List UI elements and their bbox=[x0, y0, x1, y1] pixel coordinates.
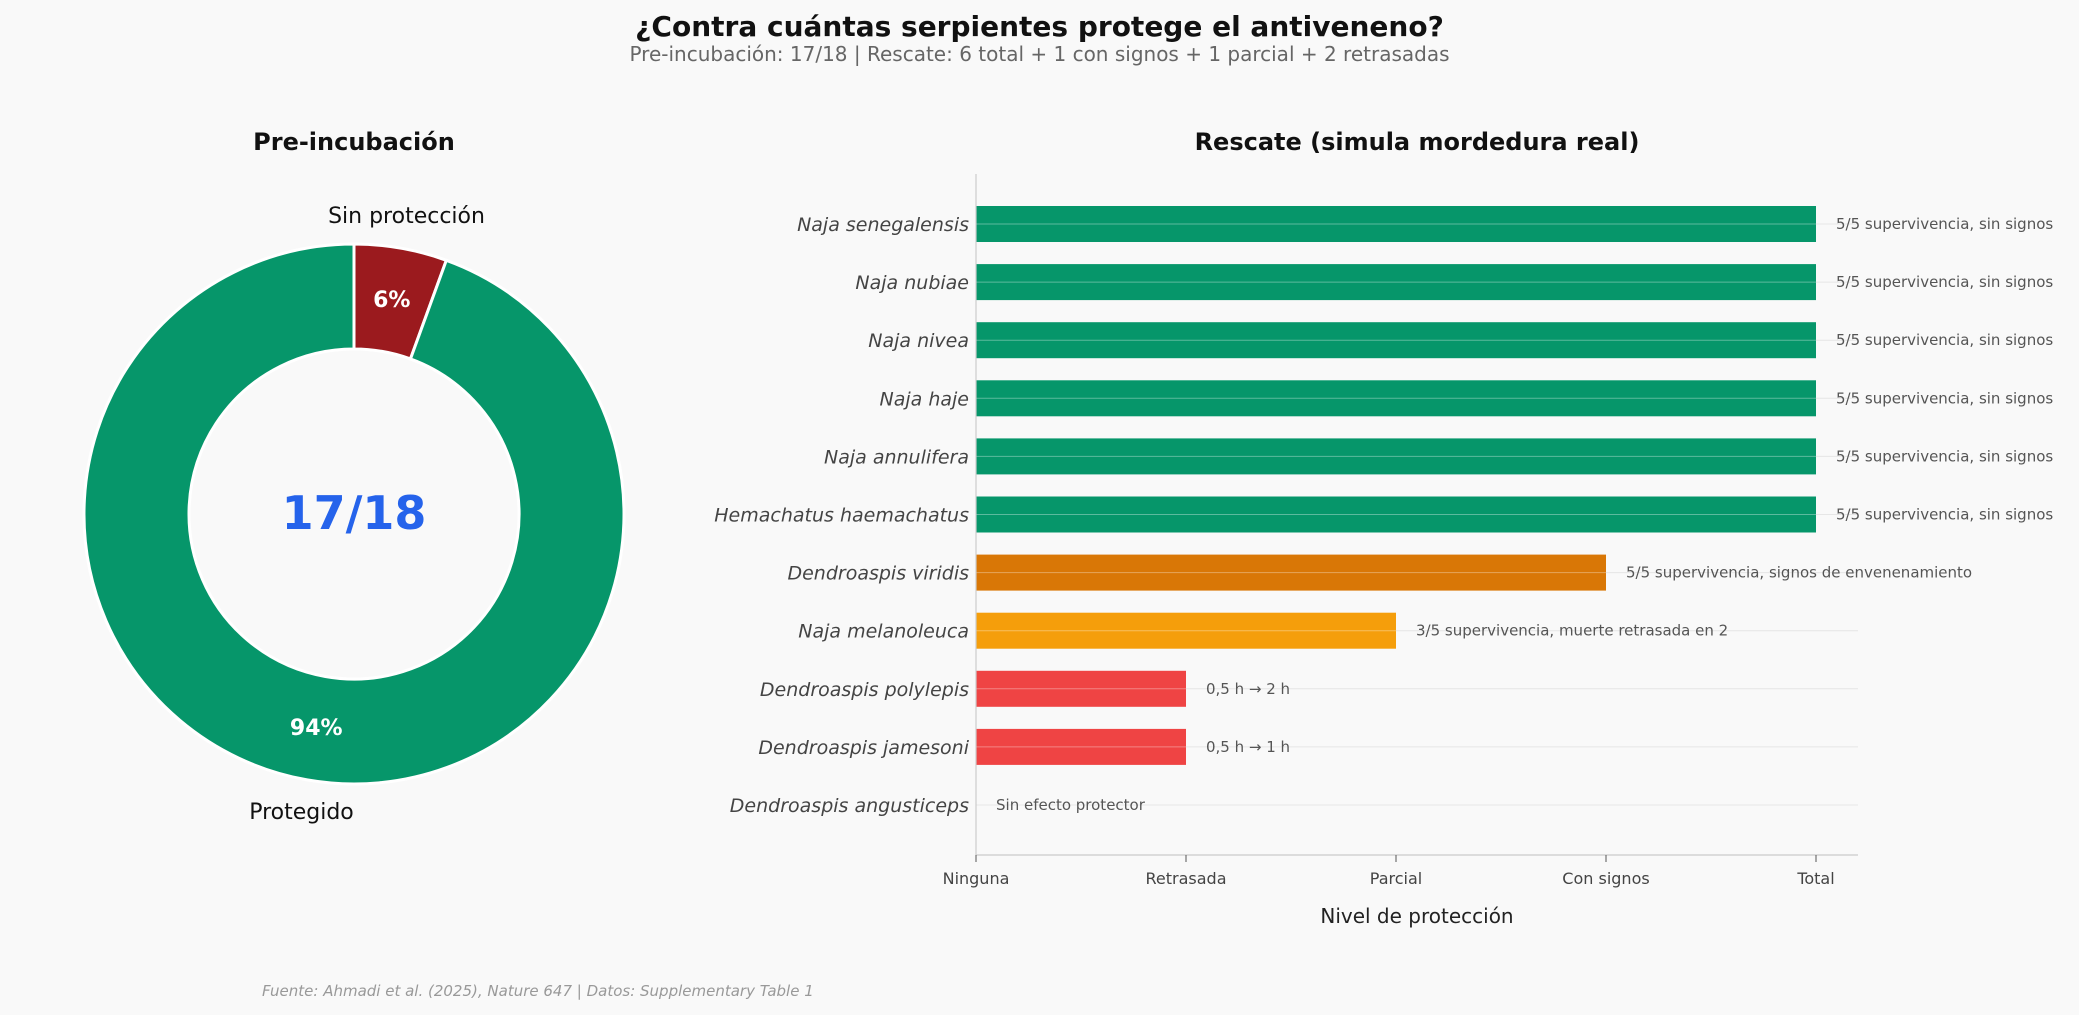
bar-chart-title: Rescate (simula mordedura real) bbox=[1195, 128, 1640, 156]
bar-0 bbox=[976, 206, 1816, 242]
bar-7 bbox=[976, 612, 1396, 649]
donut-percent-label-1: 94% bbox=[290, 716, 343, 741]
category-label-3: Naja haje bbox=[880, 388, 969, 410]
bar-2 bbox=[976, 322, 1816, 359]
bar-4 bbox=[976, 438, 1816, 475]
x-axis-label: Nivel de protección bbox=[1320, 904, 1513, 928]
x-tick-label-3: Con signos bbox=[1562, 869, 1649, 888]
bar-annotation-7: 3/5 supervivencia, muerte retrasada en 2 bbox=[1416, 622, 1728, 640]
donut-slice-label-0: Sin protección bbox=[328, 204, 485, 229]
bar-annotation-4: 5/5 supervivencia, sin signos bbox=[1836, 447, 2053, 465]
donut-slice-1 bbox=[82, 242, 626, 786]
category-label-9: Dendroaspis jamesoni bbox=[758, 737, 969, 759]
category-label-7: Naja melanoleuca bbox=[798, 621, 969, 643]
bar-annotation-5: 5/5 supervivencia, sin signos bbox=[1836, 506, 2053, 524]
x-tick-label-0: Ninguna bbox=[943, 869, 1010, 888]
bar-5 bbox=[976, 496, 1816, 533]
x-tick-label-1: Retrasada bbox=[1146, 869, 1227, 888]
donut-percent-label-0: 6% bbox=[373, 288, 410, 313]
category-label-6: Dendroaspis viridis bbox=[787, 563, 969, 585]
category-label-1: Naja nubiae bbox=[855, 272, 969, 294]
category-label-8: Dendroaspis polylepis bbox=[760, 679, 969, 701]
x-tick-label-2: Parcial bbox=[1370, 869, 1422, 888]
x-tick-label-4: Total bbox=[1796, 869, 1834, 888]
bar-annotation-0: 5/5 supervivencia, sin signos bbox=[1836, 215, 2053, 233]
bar-chart: Rescate (simula mordedura real) Naja sen… bbox=[714, 128, 2053, 928]
donut-chart: Pre-incubación 6% Sin protección 94% Proteg… bbox=[82, 128, 626, 825]
bar-annotation-8: 0,5 h → 2 h bbox=[1206, 680, 1290, 698]
bar-annotation-9: 0,5 h → 1 h bbox=[1206, 738, 1290, 756]
donut-title: Pre-incubación bbox=[253, 128, 455, 156]
bar-9 bbox=[976, 728, 1186, 765]
bar-annotation-3: 5/5 supervivencia, sin signos bbox=[1836, 389, 2053, 407]
bar-annotation-6: 5/5 supervivencia, signos de envenenamie… bbox=[1626, 564, 1972, 582]
bar-annotation-10: Sin efecto protector bbox=[996, 796, 1146, 814]
bar-annotation-2: 5/5 supervivencia, sin signos bbox=[1836, 331, 2053, 349]
bar-8 bbox=[976, 670, 1186, 707]
bar-annotation-1: 5/5 supervivencia, sin signos bbox=[1836, 273, 2053, 291]
bar-3 bbox=[976, 380, 1816, 417]
donut-slice-label-1: Protegido bbox=[249, 800, 354, 825]
bar-1 bbox=[976, 264, 1816, 301]
category-label-0: Naja senegalensis bbox=[797, 214, 969, 236]
chart-subtitle: Pre-incubación: 17/18 | Rescate: 6 total… bbox=[629, 42, 1450, 66]
bar-6 bbox=[976, 554, 1606, 591]
category-label-5: Hemachatus haemachatus bbox=[714, 505, 969, 527]
category-label-2: Naja nivea bbox=[868, 330, 969, 352]
chart-title: ¿Contra cuántas serpientes protege el an… bbox=[635, 10, 1444, 43]
category-label-4: Naja annulifera bbox=[824, 446, 969, 468]
category-label-10: Dendroaspis angusticeps bbox=[730, 795, 969, 817]
donut-center-label: 17/18 bbox=[282, 486, 427, 540]
source-note: Fuente: Ahmadi et al. (2025), Nature 647… bbox=[262, 982, 814, 1000]
